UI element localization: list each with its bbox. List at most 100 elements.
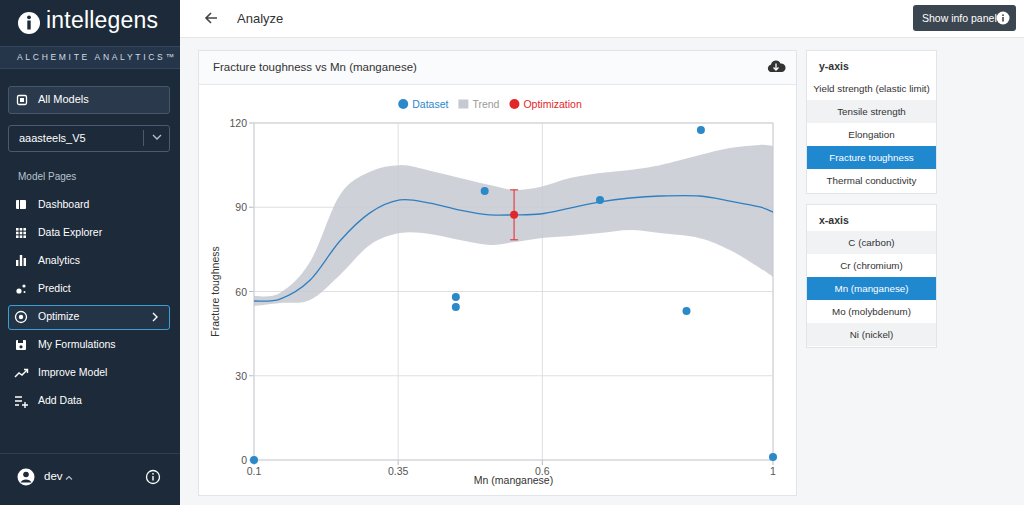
nav-item[interactable]: Analytics — [38, 254, 80, 266]
all-models-button[interactable]: All Models — [8, 86, 170, 114]
icon-part — [16, 235, 19, 238]
confidence-band — [254, 145, 773, 306]
separator — [0, 453, 180, 454]
logo-circle — [18, 12, 40, 34]
chart-card — [199, 51, 797, 496]
icon-part — [19, 315, 23, 319]
sidebar-icons — [0, 0, 180, 505]
icon-dot — [1002, 14, 1004, 16]
grid-line-y — [254, 375, 773, 376]
data-point[interactable] — [452, 293, 460, 301]
nav-icon — [16, 340, 26, 350]
icon-part — [22, 284, 25, 287]
button-label[interactable]: Show info panel — [922, 12, 997, 24]
option-label[interactable]: Mn (manganese) — [807, 277, 936, 300]
nav-icon — [16, 228, 26, 238]
cloud — [768, 60, 786, 72]
download-icon[interactable] — [768, 60, 786, 72]
option-label[interactable]: Cr (chromium) — [807, 254, 936, 277]
nav-item[interactable]: Add Data — [38, 394, 82, 406]
grid-line-x — [542, 123, 543, 460]
nav-item[interactable]: Dashboard — [38, 198, 89, 210]
legend-swatch — [458, 100, 468, 109]
user-icon — [18, 469, 35, 486]
option-label[interactable]: Yield strength (elastic limit) — [807, 77, 936, 100]
tagline: ALCHEMITE ANALYTICS™ — [17, 52, 177, 62]
nav-item[interactable]: My Formulations — [38, 338, 116, 350]
data-point[interactable] — [697, 126, 705, 134]
nav-item[interactable]: Optimize — [38, 310, 79, 322]
data-point[interactable] — [452, 303, 460, 311]
legend-label: Dataset — [412, 98, 448, 110]
info-icon[interactable] — [147, 471, 160, 484]
icon-circle — [997, 12, 1010, 25]
page-title: Analyze — [237, 11, 283, 26]
option-label[interactable]: Elongation — [807, 123, 936, 146]
nav-icon — [16, 200, 26, 209]
data-point[interactable] — [596, 196, 604, 204]
icon-part — [20, 232, 23, 235]
data-point[interactable] — [481, 187, 489, 195]
icon-part — [16, 288, 21, 293]
icon-part — [23, 235, 26, 238]
nav-item[interactable]: Improve Model — [38, 366, 107, 378]
panel-title: x-axis — [819, 214, 849, 226]
icon-part — [20, 255, 22, 266]
axis-option[interactable]: Ni (nickel) — [807, 323, 936, 346]
info-icon — [996, 11, 1010, 25]
error-bar-cap — [510, 239, 518, 240]
axis-option[interactable]: Yield strength (elastic limit) — [807, 77, 936, 100]
back-arrow[interactable] — [206, 13, 217, 23]
tick-y — [249, 291, 254, 292]
icon-part — [16, 200, 26, 209]
tick-label-y: 90 — [235, 201, 247, 213]
option-label[interactable]: Mo (molybdenum) — [807, 300, 936, 323]
icon-part — [15, 370, 27, 377]
option-label[interactable]: Ni (nickel) — [807, 323, 936, 346]
data-point[interactable] — [769, 453, 777, 461]
option-label[interactable]: Thermal conductivity — [807, 169, 936, 192]
tick-y — [249, 207, 254, 208]
dropdown-value[interactable]: aaasteels_V5 — [19, 132, 86, 144]
axis-option[interactable]: Thermal conductivity — [807, 169, 936, 192]
icon-part — [24, 291, 26, 293]
axis-option[interactable]: Mo (molybdenum) — [807, 300, 936, 323]
tick-label-y: 60 — [235, 286, 247, 298]
data-point[interactable] — [683, 307, 691, 315]
option-label[interactable]: Tensile strength — [807, 100, 936, 123]
tick-label-x: 1 — [770, 465, 776, 477]
axis-option[interactable]: Fracture toughness — [807, 146, 936, 169]
model-dropdown[interactable]: aaasteels_V5 — [8, 125, 170, 152]
icon-part — [24, 258, 26, 266]
section-label: Model Pages — [18, 171, 76, 182]
nav-icon — [16, 312, 158, 323]
data-point[interactable] — [510, 211, 518, 219]
legend-label: Trend — [472, 98, 499, 110]
models-icon — [18, 96, 27, 105]
icon-part — [23, 232, 26, 235]
user-name[interactable]: dev — [44, 470, 63, 482]
nav-icon — [15, 397, 28, 408]
nav-item[interactable]: Data Explorer — [38, 226, 102, 238]
icon-part — [24, 370, 28, 374]
axis-panel: x-axis C (carbon)Cr (chromium)Mn (mangane… — [806, 204, 937, 348]
axis-option[interactable]: Tensile strength — [807, 100, 936, 123]
option-label[interactable]: C (carbon) — [807, 231, 936, 254]
info-panel-button[interactable]: Show info panel — [913, 5, 1016, 31]
tick-label-x: 0.35 — [388, 465, 409, 477]
grid-line-y — [254, 291, 773, 292]
axis-option[interactable]: Cr (chromium) — [807, 254, 936, 277]
axis-panel: y-axisYield strength (elastic limit)Tens… — [806, 50, 937, 194]
axis-option[interactable]: C (carbon) — [807, 231, 936, 254]
data-point[interactable] — [250, 456, 258, 464]
axis-option[interactable]: Mn (manganese) — [807, 277, 936, 300]
icon-part — [15, 397, 28, 408]
error-bar — [510, 190, 518, 240]
icon-part — [18, 340, 23, 343]
button-label[interactable]: All Models — [38, 93, 89, 105]
option-label[interactable]: Fracture toughness — [807, 146, 936, 169]
axis-option[interactable]: Elongation — [807, 123, 936, 146]
tick-label-y: 30 — [235, 370, 247, 382]
info-stem — [152, 476, 153, 481]
nav-item[interactable]: Predict — [38, 282, 71, 294]
